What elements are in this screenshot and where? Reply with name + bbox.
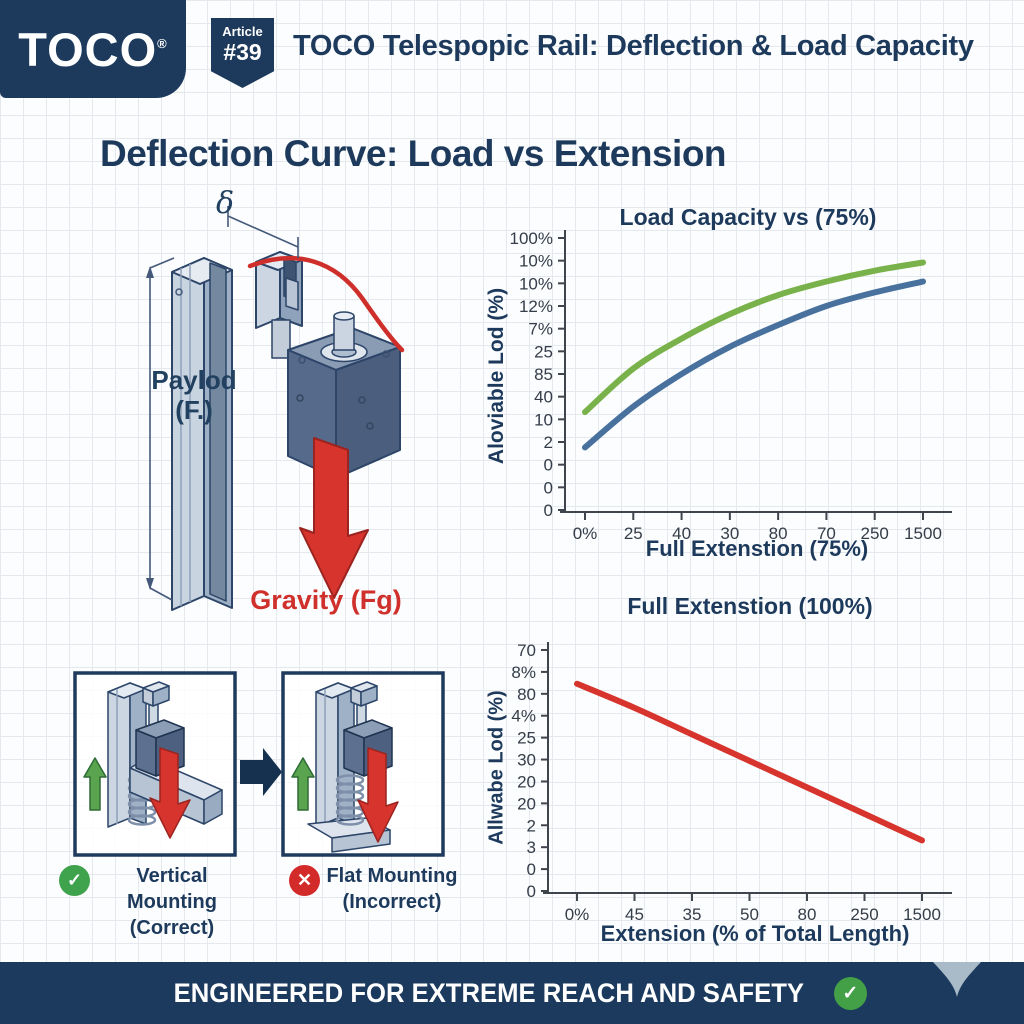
svg-text:250: 250 <box>861 524 889 543</box>
svg-text:0: 0 <box>544 501 553 520</box>
svg-text:250: 250 <box>850 905 878 924</box>
telescopic-rail-drawing <box>171 251 401 611</box>
svg-text:2: 2 <box>527 816 536 835</box>
load-capacity-chart: 100% 10% 10% 12% 7% 25 85 40 10 2 0 0 0 0% 25 40 30 80 70 2… <box>510 229 952 543</box>
svg-text:25: 25 <box>534 342 553 361</box>
svg-text:70: 70 <box>517 641 536 660</box>
svg-text:2: 2 <box>544 433 553 452</box>
svg-text:50: 50 <box>740 905 759 924</box>
svg-text:0: 0 <box>527 860 536 879</box>
mounting-diagram-left-box <box>73 671 237 857</box>
svg-text:100%: 100% <box>510 229 553 248</box>
svg-text:25: 25 <box>517 729 536 748</box>
transition-arrow <box>240 748 282 796</box>
svg-text:40: 40 <box>534 388 553 407</box>
vertical-mounting-caption: Vertical Mounting (Correct) <box>127 865 217 939</box>
banner-swallowtail-decoration <box>933 962 981 997</box>
svg-text:8%: 8% <box>511 663 536 682</box>
gravity-label: Gravity (Fg) <box>250 585 402 615</box>
svg-text:10%: 10% <box>519 274 553 293</box>
svg-text:7%: 7% <box>528 320 553 339</box>
deflection-curve-line <box>247 256 405 353</box>
svg-text:0: 0 <box>544 456 553 475</box>
svg-text:0: 0 <box>544 478 553 497</box>
svg-text:0%: 0% <box>565 905 590 924</box>
svg-text:35: 35 <box>683 905 702 924</box>
svg-text:45: 45 <box>625 905 644 924</box>
svg-text:1500: 1500 <box>903 905 941 924</box>
footer-banner: ENGINEERED FOR EXTREME REACH AND SAFETY … <box>0 962 1024 1024</box>
chart2-y-axis-label: Allwabe Lod (%) <box>485 690 508 845</box>
mounting-diagram-right-box <box>281 671 445 857</box>
svg-text:20: 20 <box>517 772 536 791</box>
deflection-symbol: δ <box>216 186 235 221</box>
svg-text:12%: 12% <box>519 297 553 316</box>
svg-text:20: 20 <box>517 794 536 813</box>
article-number-badge: Article #39 <box>211 18 274 88</box>
chart1-y-axis-label: Aloviable Lod (%) <box>485 287 508 465</box>
svg-text:80: 80 <box>769 524 788 543</box>
chart1-title: Load Capacity vs (75%) <box>619 204 877 230</box>
footer-check-icon: ✓ <box>833 976 867 1010</box>
payload-label: Paylod (F.) <box>151 365 237 425</box>
svg-text:30: 30 <box>517 751 536 770</box>
svg-text:1500: 1500 <box>904 524 942 543</box>
header-title: TOCO Telespopic Rail: Deflection & Load … <box>293 30 974 62</box>
svg-text:0: 0 <box>527 882 536 901</box>
svg-text:80: 80 <box>798 905 817 924</box>
check-circle-icon: ✓ <box>59 865 90 896</box>
chart2-title: Full Extenstion (100%) <box>627 593 873 619</box>
svg-text:25: 25 <box>624 524 643 543</box>
svg-text:30: 30 <box>720 524 739 543</box>
svg-text:70: 70 <box>817 524 836 543</box>
svg-text:0%: 0% <box>573 524 598 543</box>
svg-text:3: 3 <box>527 838 536 857</box>
gravity-arrow <box>299 437 369 599</box>
footer-tagline: ENGINEERED FOR EXTREME REACH AND SAFETY <box>173 977 805 1008</box>
svg-text:85: 85 <box>534 365 553 384</box>
badge-number: #39 <box>223 39 262 66</box>
badge-label: Article <box>222 24 263 39</box>
svg-text:40: 40 <box>672 524 691 543</box>
svg-text:10: 10 <box>534 410 553 429</box>
chart2-x-axis-label: Extension (% of Total Length) <box>600 921 910 946</box>
svg-text:4%: 4% <box>511 707 536 726</box>
toco-logo-block: TOCO® <box>0 0 186 98</box>
svg-text:80: 80 <box>517 685 536 704</box>
chart1-x-axis-label: Full Extenstion (75%) <box>645 536 869 561</box>
registered-mark: ® <box>157 35 168 51</box>
svg-text:10%: 10% <box>519 252 553 271</box>
x-circle-icon: ✕ <box>289 865 320 896</box>
page-title: Deflection Curve: Load vs Extension <box>100 133 727 174</box>
toco-logo-text: TOCO® <box>18 22 168 76</box>
flat-mounting-caption: Flat Mounting (Incorrect) <box>326 865 458 913</box>
